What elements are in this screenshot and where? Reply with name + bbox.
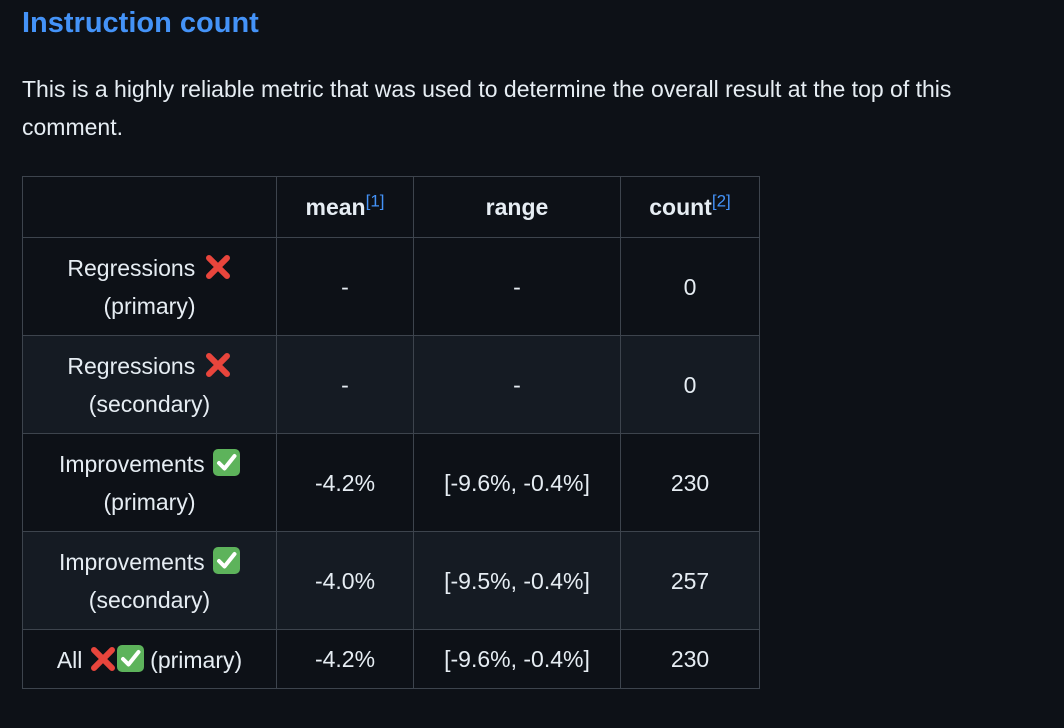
header-mean: mean[1] (276, 176, 414, 238)
row-label: All (primary) (22, 629, 277, 689)
header-count: count[2] (620, 176, 760, 238)
row-range: [-9.6%, -0.4%] (413, 433, 621, 532)
row-label: Regressions (secondary) (22, 335, 277, 434)
row-count: 257 (620, 531, 760, 630)
row-label-line1: Improvements (58, 548, 205, 575)
table-row: Improvements (secondary) -4.0% [-9.5%, -… (22, 531, 760, 630)
row-label: Improvements (secondary) (22, 531, 277, 630)
row-label: Improvements (primary) (22, 433, 277, 532)
header-count-label: count (649, 193, 712, 220)
row-range: - (413, 335, 621, 434)
row-mean: -4.2% (276, 433, 414, 532)
table-row: Regressions (primary) - - 0 (22, 237, 760, 336)
check-mark-icon (213, 448, 241, 476)
footnote-ref-1[interactable]: [1] (365, 190, 385, 210)
row-count: 0 (620, 237, 760, 336)
check-mark-icon (213, 546, 241, 574)
section-heading: Instruction count (22, 7, 259, 39)
footnote-ref-2[interactable]: [2] (711, 190, 731, 210)
row-mean: - (276, 335, 414, 434)
row-label-suffix: (primary) (150, 646, 243, 673)
intro-paragraph: This is a highly reliable metric that wa… (22, 76, 952, 140)
row-label-line2: (primary) (103, 292, 196, 319)
row-label-line1: Regressions (67, 254, 196, 281)
table-row: All (primary) -4.2% [-9.6%, -0.4%] 230 (22, 629, 760, 689)
row-count: 230 (620, 629, 760, 689)
table-row: Regressions (secondary) - - 0 (22, 335, 760, 434)
row-mean: -4.0% (276, 531, 414, 630)
row-range: [-9.6%, -0.4%] (413, 629, 621, 689)
results-table: mean[1] range count[2] Regressions (prim… (22, 176, 760, 689)
row-label-line1: Improvements (58, 450, 205, 477)
row-count: 0 (620, 335, 760, 434)
check-mark-icon (116, 644, 144, 672)
row-mean: - (276, 237, 414, 336)
header-range: range (413, 176, 621, 238)
row-label-line2: (primary) (103, 488, 196, 515)
row-label-line2: (secondary) (88, 586, 211, 613)
cross-mark-icon (90, 646, 115, 671)
header-mean-label: mean (305, 193, 366, 220)
row-range: [-9.5%, -0.4%] (413, 531, 621, 630)
header-label-cell (22, 176, 277, 238)
row-count: 230 (620, 433, 760, 532)
row-label-line1: Regressions (67, 352, 196, 379)
cross-mark-icon (205, 352, 230, 377)
cross-mark-icon (205, 254, 230, 279)
row-label: Regressions (primary) (22, 237, 277, 336)
row-label-prefix: All (56, 646, 83, 673)
row-mean: -4.2% (276, 629, 414, 689)
table-header-row: mean[1] range count[2] (22, 176, 760, 238)
row-label-line2: (secondary) (88, 390, 211, 417)
row-range: - (413, 237, 621, 336)
table-row: Improvements (primary) -4.2% [-9.6%, -0.… (22, 433, 760, 532)
